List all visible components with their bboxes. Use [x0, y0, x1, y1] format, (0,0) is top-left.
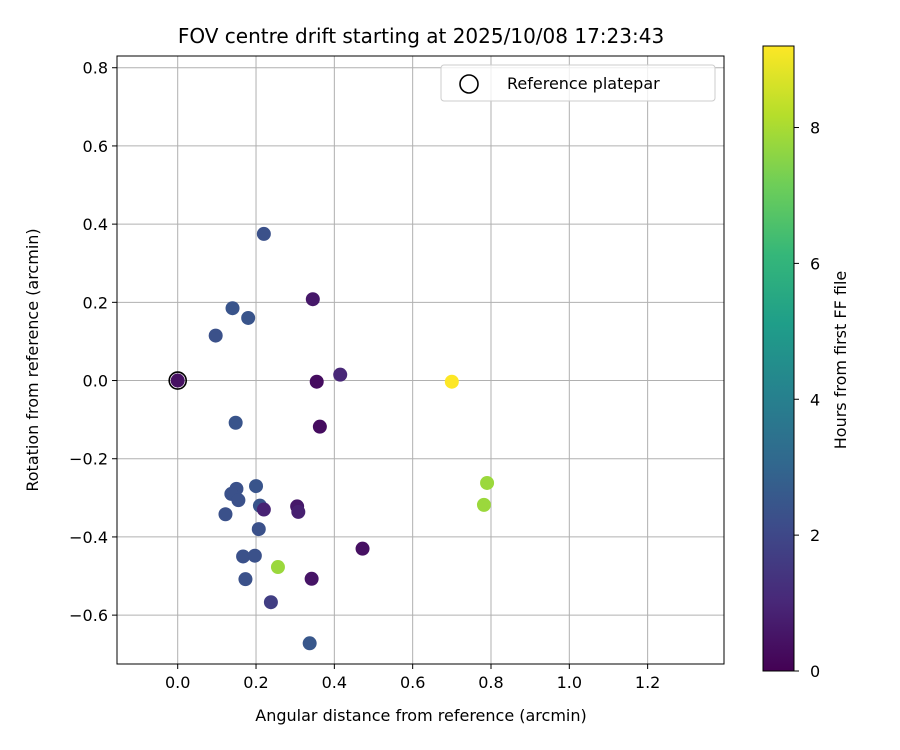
data-point: [231, 493, 246, 508]
data-point: [236, 549, 251, 564]
x-tick-label: 0.6: [400, 673, 425, 692]
x-axis-ticks: 0.0 0.2 0.4 0.6 0.8 1.0 1.2: [165, 664, 660, 692]
data-point: [238, 572, 253, 587]
data-point: [241, 310, 256, 325]
x-tick-label: 1.2: [635, 673, 660, 692]
data-point: [247, 548, 262, 563]
data-point: [476, 497, 491, 512]
data-point: [225, 301, 240, 316]
data-point: [355, 541, 370, 556]
data-point: [304, 571, 319, 586]
legend-label: Reference platepar: [507, 74, 660, 93]
data-point: [309, 374, 324, 389]
data-point: [218, 507, 233, 522]
reference-marker: [168, 371, 187, 390]
colorbar-gradient: [762, 45, 795, 672]
data-point: [480, 475, 495, 490]
y-tick-label: 0.4: [83, 215, 108, 234]
x-axis-label: Angular distance from reference (arcmin): [255, 706, 586, 725]
data-point: [256, 226, 271, 241]
y-tick-label: −0.6: [69, 606, 108, 625]
y-axis-ticks: −0.6 −0.4 −0.2 0.0 0.2 0.4 0.6 0.8: [69, 59, 117, 625]
data-point: [249, 479, 264, 494]
colorbar-tick-label: 2: [810, 526, 820, 545]
plot-frame: [116, 55, 725, 665]
data-point: [270, 560, 285, 575]
data-point: [263, 595, 278, 610]
data-point: [444, 374, 459, 389]
colorbar-tick-label: 8: [810, 119, 820, 138]
y-tick-label: −0.2: [69, 450, 108, 469]
colorbar-label: Hours from first FF file: [831, 271, 850, 450]
data-point: [291, 504, 306, 519]
colorbar-ticks: 0 2 4 6 8: [794, 119, 820, 681]
data-point: [333, 367, 348, 382]
data-point: [251, 522, 266, 537]
x-tick-label: 0.4: [322, 673, 347, 692]
data-point: [228, 415, 243, 430]
colorbar: 0 2 4 6 8 Hours from first FF file: [762, 45, 850, 681]
legend: Reference platepar: [440, 64, 716, 102]
data-points: [170, 226, 495, 651]
chart-title: FOV centre drift starting at 2025/10/08 …: [178, 24, 664, 48]
data-point: [312, 419, 327, 434]
x-tick-label: 0.2: [243, 673, 268, 692]
y-tick-label: 0.8: [83, 59, 108, 78]
y-tick-label: 0.6: [83, 137, 108, 156]
colorbar-tick-label: 0: [810, 662, 820, 681]
colorbar-tick-label: 6: [810, 254, 820, 273]
legend-box: [440, 64, 716, 102]
data-point: [170, 373, 185, 388]
x-tick-label: 0.8: [478, 673, 503, 692]
legend-marker-icon: [459, 74, 479, 94]
data-point: [256, 502, 271, 517]
data-point: [208, 328, 223, 343]
grid-lines: [117, 56, 724, 664]
y-tick-label: 0.2: [83, 293, 108, 312]
data-point: [302, 636, 317, 651]
y-tick-label: −0.4: [69, 528, 108, 547]
x-tick-label: 0.0: [165, 673, 190, 692]
y-tick-label: 0.0: [83, 372, 108, 391]
data-point: [305, 292, 320, 307]
x-tick-label: 1.0: [557, 673, 582, 692]
y-axis-label: Rotation from reference (arcmin): [23, 228, 42, 491]
colorbar-tick-label: 4: [810, 390, 820, 409]
